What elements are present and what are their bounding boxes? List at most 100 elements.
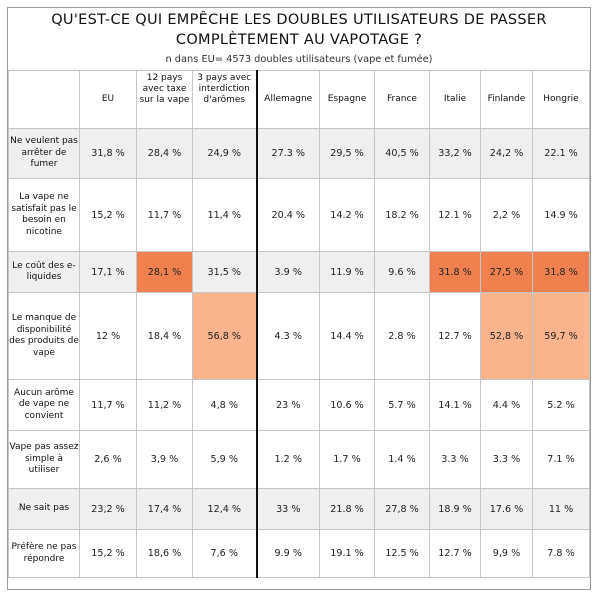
value-cell-espagne: 11.9 % — [319, 251, 375, 293]
value-cell-hongrie: 11 % — [532, 488, 590, 530]
table-body: Ne veulent pas arrêter de fumer 31,8 % 28,… — [8, 128, 590, 578]
value-cell-tax-countries: 17,4 % — [136, 488, 193, 530]
table-row: La vape ne satisfait pas le besoin en ni… — [8, 178, 590, 252]
value-cell-tax-countries: 3,9 % — [136, 430, 193, 489]
value-cell-espagne: 29,5 % — [319, 128, 375, 179]
value-cell-flavour-ban-countries: 31,5 % — [192, 251, 257, 293]
value-cell-hongrie: 5.2 % — [532, 379, 590, 431]
value-cell-finlande: 9,9 % — [480, 529, 533, 578]
row-label: Ne veulent pas arrêter de fumer — [8, 128, 80, 179]
value-cell-italie: 33,2 % — [429, 128, 481, 179]
row-label: La vape ne satisfait pas le besoin en ni… — [8, 178, 80, 252]
value-cell-allemagne: 9.9 % — [255, 529, 320, 578]
value-cell-eu: 11,7 % — [79, 379, 137, 431]
col-header-eu: EU — [79, 70, 137, 129]
col-header-espagne: Espagne — [319, 70, 375, 129]
value-cell-eu: 15,2 % — [79, 178, 137, 252]
value-cell-finlande: 2,2 % — [480, 178, 533, 252]
value-cell-allemagne: 27.3 % — [255, 128, 320, 179]
value-cell-finlande: 4.4 % — [480, 379, 533, 431]
value-cell-espagne: 14.4 % — [319, 292, 375, 380]
value-cell-france: 5.7 % — [374, 379, 430, 431]
value-cell-finlande: 52,8 % — [480, 292, 533, 380]
value-cell-hongrie: 7.8 % — [532, 529, 590, 578]
col-header-allemagne: Allemagne — [255, 70, 320, 129]
value-cell-eu: 23,2 % — [79, 488, 137, 530]
table-row: Ne veulent pas arrêter de fumer 31,8 % 28,… — [8, 128, 590, 179]
value-cell-italie: 31.8 % — [429, 251, 481, 293]
value-cell-flavour-ban-countries: 12,4 % — [192, 488, 257, 530]
value-cell-tax-countries: 18,6 % — [136, 529, 193, 578]
value-cell-finlande: 3.3 % — [480, 430, 533, 489]
value-cell-tax-countries: 28,1 % — [136, 251, 193, 293]
value-cell-flavour-ban-countries: 24,9 % — [192, 128, 257, 179]
table-row: Le coût des e-liquides 17,1 % 28,1 % 31,5 %… — [8, 251, 590, 293]
value-cell-italie: 3.3 % — [429, 430, 481, 489]
value-cell-flavour-ban-countries: 11,4 % — [192, 178, 257, 252]
value-cell-france: 12.5 % — [374, 529, 430, 578]
table-row: Ne sait pas 23,2 % 17,4 % 12,4 % 33 % 21.8 % 2… — [8, 488, 590, 530]
value-cell-allemagne: 23 % — [255, 379, 320, 431]
value-cell-italie: 12.1 % — [429, 178, 481, 252]
row-label: Le coût des e-liquides — [8, 251, 80, 293]
col-header-flavour-ban-countries: 3 pays avec interdiction d'arômes — [192, 70, 257, 129]
value-cell-italie: 12.7 % — [429, 292, 481, 380]
header-row: EU 12 pays avec taxe sur la vape 3 pays … — [8, 70, 590, 129]
value-cell-tax-countries: 18,4 % — [136, 292, 193, 380]
survey-table: EU 12 pays avec taxe sur la vape 3 pays … — [8, 70, 590, 578]
value-cell-hongrie: 31,8 % — [532, 251, 590, 293]
table-frame — [7, 7, 591, 590]
col-header-finlande: Finlande — [480, 70, 533, 129]
value-cell-tax-countries: 28,4 % — [136, 128, 193, 179]
value-cell-allemagne: 3.9 % — [255, 251, 320, 293]
value-cell-espagne: 19.1 % — [319, 529, 375, 578]
value-cell-hongrie: 14.9 % — [532, 178, 590, 252]
value-cell-eu: 31,8 % — [79, 128, 137, 179]
value-cell-hongrie: 7.1 % — [532, 430, 590, 489]
value-cell-italie: 12.7 % — [429, 529, 481, 578]
value-cell-finlande: 27,5 % — [480, 251, 533, 293]
value-cell-italie: 18.9 % — [429, 488, 481, 530]
col-header-hongrie: Hongrie — [532, 70, 590, 129]
value-cell-france: 9.6 % — [374, 251, 430, 293]
value-cell-france: 27,8 % — [374, 488, 430, 530]
value-cell-france: 40,5 % — [374, 128, 430, 179]
value-cell-eu: 17,1 % — [79, 251, 137, 293]
col-header-france: France — [374, 70, 430, 129]
table-row: Le manque de disponibilité des produits … — [8, 292, 590, 380]
value-cell-flavour-ban-countries: 56,8 % — [192, 292, 257, 380]
table-row: Vape pas assez simple à utiliser 2,6 % 3,9… — [8, 430, 590, 489]
page-title: QU'EST-CE QUI EMPÊCHE LES DOUBLES UTILIS… — [7, 10, 591, 50]
row-label: Vape pas assez simple à utiliser — [8, 430, 80, 489]
value-cell-eu: 12 % — [79, 292, 137, 380]
col-header-italie: Italie — [429, 70, 481, 129]
value-cell-espagne: 14.2 % — [319, 178, 375, 252]
value-cell-eu: 15,2 % — [79, 529, 137, 578]
value-cell-france: 18.2 % — [374, 178, 430, 252]
value-cell-flavour-ban-countries: 7,6 % — [192, 529, 257, 578]
title-line-2: COMPLÈTEMENT AU VAPOTAGE ? — [175, 32, 423, 48]
value-cell-italie: 14.1 % — [429, 379, 481, 431]
value-cell-hongrie: 22.1 % — [532, 128, 590, 179]
value-cell-allemagne: 4.3 % — [255, 292, 320, 380]
value-cell-eu: 2,6 % — [79, 430, 137, 489]
value-cell-france: 1.4 % — [374, 430, 430, 489]
value-cell-tax-countries: 11,7 % — [136, 178, 193, 252]
value-cell-france: 2.8 % — [374, 292, 430, 380]
value-cell-allemagne: 1.2 % — [255, 430, 320, 489]
row-label: Le manque de disponibilité des produits … — [8, 292, 80, 380]
value-cell-flavour-ban-countries: 5,9 % — [192, 430, 257, 489]
value-cell-finlande: 17.6 % — [480, 488, 533, 530]
row-label: Aucun arôme de vape ne convient — [8, 379, 80, 431]
value-cell-tax-countries: 11,2 % — [136, 379, 193, 431]
title-line-1: QU'EST-CE QUI EMPÊCHE LES DOUBLES UTILIS… — [51, 12, 547, 28]
value-cell-allemagne: 33 % — [255, 488, 320, 530]
row-label: Préfère ne pas répondre — [8, 529, 80, 578]
corner-cell — [8, 70, 80, 129]
table-row: Aucun arôme de vape ne convient 11,7 % 11,… — [8, 379, 590, 431]
value-cell-hongrie: 59,7 % — [532, 292, 590, 380]
row-label: Ne sait pas — [8, 488, 80, 530]
value-cell-allemagne: 20.4 % — [255, 178, 320, 252]
page-subtitle: n dans EU= 4573 doubles utilisateurs (va… — [165, 54, 433, 65]
value-cell-espagne: 1.7 % — [319, 430, 375, 489]
